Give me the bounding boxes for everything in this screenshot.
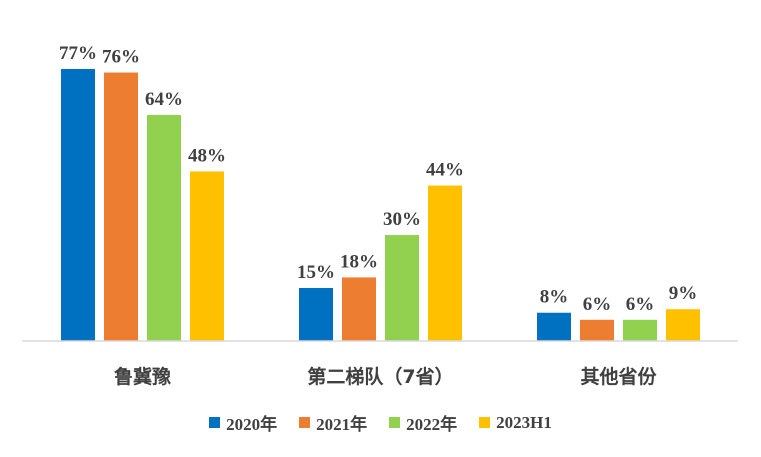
data-label-3-2: 9% bbox=[669, 283, 698, 304]
legend-swatch-2 bbox=[389, 417, 401, 428]
bar-3-2 bbox=[666, 309, 700, 341]
legend-item-3: 2023H1 bbox=[479, 410, 552, 435]
bar-0-1 bbox=[299, 288, 333, 341]
data-label-3-1: 44% bbox=[426, 160, 464, 181]
legend-item-2: 2022年 bbox=[389, 410, 457, 435]
bar-1-1 bbox=[342, 277, 376, 341]
bar-3-1 bbox=[428, 185, 462, 341]
legend-item-1: 2021年 bbox=[299, 410, 367, 435]
bar-2-2 bbox=[623, 319, 657, 341]
data-label-2-1: 30% bbox=[383, 209, 421, 230]
legend-label-0: 2020年 bbox=[226, 415, 278, 434]
category-label-0: 鲁冀豫 bbox=[113, 365, 171, 388]
bar-3-0 bbox=[190, 171, 224, 341]
bar-1-0 bbox=[104, 72, 138, 341]
category-label-2: 其他省份 bbox=[580, 365, 657, 388]
bar-chart: 77% 76%64% 48% 15%18%30% 44% 8% 6% 6% 9% 鲁冀豫 第二梯队… bbox=[22, 43, 738, 388]
data-label-1-1: 18% bbox=[340, 251, 378, 272]
category-label-1: 第二梯队（7省） bbox=[307, 365, 453, 388]
legend-swatch-3 bbox=[479, 417, 491, 428]
data-label-0-1: 15% bbox=[297, 262, 335, 283]
bars-layer: 77% 76%64% 48% 15%18%30% 44% 8% 6% 6% 9% bbox=[59, 43, 700, 341]
data-label-1-0: 76% bbox=[102, 47, 140, 68]
data-label-0-0: 77% bbox=[59, 43, 97, 64]
category-labels: 鲁冀豫 第二梯队（7省） 其他省份 bbox=[113, 365, 658, 388]
bar-0-0 bbox=[61, 69, 95, 341]
bar-0-2 bbox=[537, 312, 571, 341]
legend-label-2: 2022年 bbox=[406, 415, 458, 434]
bar-1-2 bbox=[580, 319, 614, 341]
bar-2-0 bbox=[147, 114, 181, 341]
legend-swatch-0 bbox=[209, 417, 221, 428]
legend-swatch-1 bbox=[299, 417, 311, 428]
data-label-1-2: 6% bbox=[583, 294, 612, 315]
legend-label-3: 2023H1 bbox=[496, 412, 552, 432]
bar-2-1 bbox=[385, 235, 419, 341]
legend: 2020年 2021年 2022年 2023H1 bbox=[0, 410, 761, 435]
data-label-2-2: 6% bbox=[626, 294, 655, 315]
legend-label-1: 2021年 bbox=[316, 415, 368, 434]
data-label-0-2: 8% bbox=[540, 287, 569, 308]
data-label-2-0: 64% bbox=[145, 89, 183, 110]
legend-item-0: 2020年 bbox=[209, 410, 277, 435]
data-label-3-0: 48% bbox=[188, 145, 226, 166]
